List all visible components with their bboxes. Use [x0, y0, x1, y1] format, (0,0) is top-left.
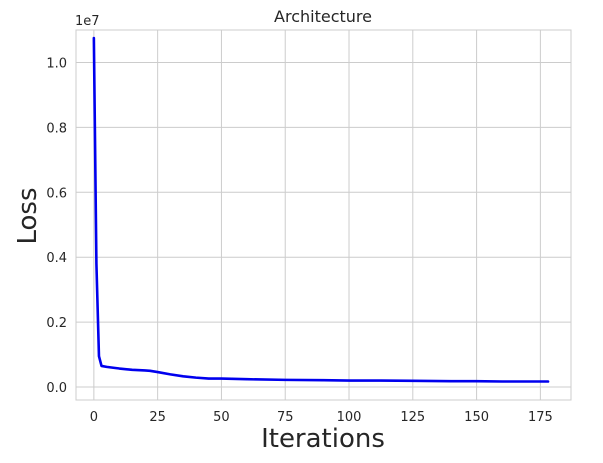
y-offset-label: 1e7 [75, 14, 100, 29]
y-tick-label: 1.0 [46, 56, 67, 71]
x-tick-label: 25 [149, 410, 166, 425]
x-tick-label: 175 [528, 410, 553, 425]
y-tick-labels: 0.0 0.2 0.4 0.6 0.8 1.0 [46, 56, 67, 396]
x-axis-label: Iterations [261, 424, 385, 454]
y-tick-label: 0.4 [46, 251, 67, 266]
x-tick-label: 0 [90, 410, 98, 425]
loss-line [92, 36, 550, 383]
plot-frame [75, 29, 572, 401]
y-tick-label: 0.0 [46, 381, 67, 396]
x-tick-label: 150 [464, 410, 489, 425]
x-tick-labels: 0 25 50 75 100 125 150 175 [90, 410, 553, 425]
y-tick-label: 0.2 [46, 316, 67, 331]
chart-title: Architecture [274, 7, 372, 26]
y-tick-label: 0.8 [46, 121, 67, 136]
y-tick-label: 0.6 [46, 186, 67, 201]
x-tick-label: 50 [213, 410, 230, 425]
series-lines [92, 36, 550, 383]
y-axis-label: Loss [13, 187, 43, 244]
x-tick-label: 125 [400, 410, 425, 425]
grid-lines [76, 30, 571, 400]
x-tick-label: 100 [337, 410, 362, 425]
x-tick-label: 75 [277, 410, 294, 425]
